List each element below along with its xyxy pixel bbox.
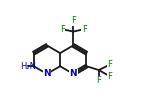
Text: F: F: [96, 76, 101, 85]
Text: F: F: [107, 60, 112, 69]
Text: F: F: [71, 16, 76, 25]
Text: N: N: [69, 69, 77, 78]
Text: F: F: [107, 72, 112, 81]
Text: F: F: [60, 25, 65, 34]
Text: N: N: [43, 69, 51, 78]
Text: F: F: [82, 25, 87, 34]
Text: H₂N: H₂N: [21, 62, 37, 71]
